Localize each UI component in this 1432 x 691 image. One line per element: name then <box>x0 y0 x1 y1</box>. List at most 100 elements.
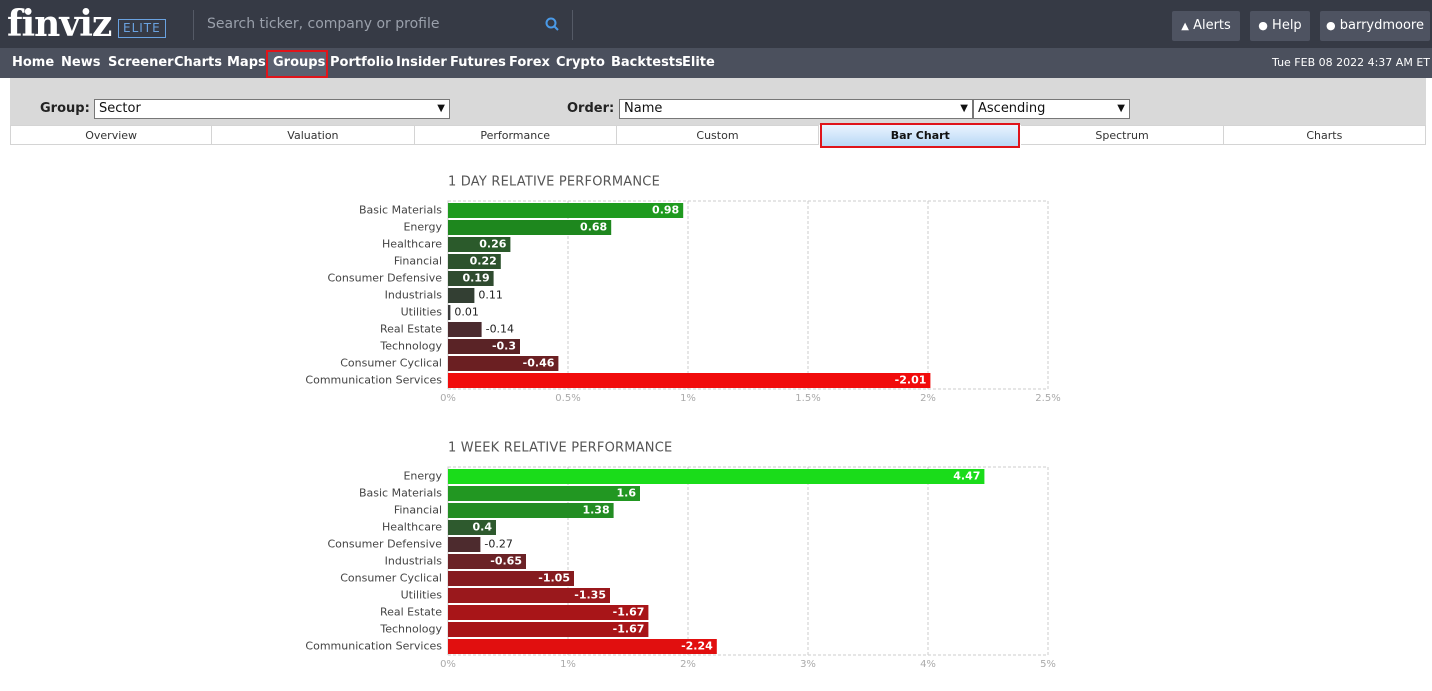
search-input[interactable]: Search ticker, company or profile <box>207 16 440 32</box>
category-label: Healthcare <box>382 238 442 251</box>
nav-item[interactable]: Crypto <box>556 55 605 70</box>
value-label: 0.19 <box>462 272 489 285</box>
category-label: Technology <box>379 623 442 636</box>
help-button[interactable]: ● Help <box>1250 11 1310 41</box>
x-tick-label: 1.5% <box>795 393 820 404</box>
category-label: Utilities <box>401 306 443 319</box>
group-label: Group: <box>40 101 90 116</box>
tab[interactable]: Spectrum <box>1021 125 1224 145</box>
user-button[interactable]: ● barrydmoore <box>1320 11 1430 41</box>
tab[interactable]: Charts <box>1223 125 1426 145</box>
value-label: -1.05 <box>538 572 570 585</box>
nav-highlight <box>266 50 328 78</box>
bar <box>448 254 501 269</box>
category-label: Energy <box>403 470 442 483</box>
category-label: Basic Materials <box>359 487 442 500</box>
x-tick-label: 0% <box>440 393 456 404</box>
category-label: Consumer Defensive <box>327 538 442 551</box>
category-label: Technology <box>379 340 442 353</box>
value-label: 4.47 <box>953 470 980 483</box>
x-tick-label: 5% <box>1040 659 1056 670</box>
button-label: Help <box>1272 18 1302 33</box>
value-label: 0.98 <box>652 204 679 217</box>
value-label: 0.26 <box>479 238 506 251</box>
alerts-button[interactable]: ▲ Alerts <box>1172 11 1240 41</box>
category-label: Industrials <box>385 289 443 302</box>
bar <box>448 339 520 354</box>
nav-item[interactable]: Groups <box>273 55 326 70</box>
value-label: -0.65 <box>490 555 522 568</box>
tab[interactable]: Custom <box>616 125 820 145</box>
category-label: Real Estate <box>380 606 442 619</box>
tab[interactable]: Valuation <box>212 125 415 145</box>
category-label: Real Estate <box>380 323 442 336</box>
nav-item[interactable]: Portfolio <box>330 55 394 70</box>
separator <box>572 10 573 40</box>
date: Tue FEB 08 2022 4:37 AM ET <box>1272 56 1430 69</box>
bar <box>448 486 640 501</box>
nav-item[interactable]: News <box>61 55 101 70</box>
x-tick-label: 2.5% <box>1035 393 1060 404</box>
button-label: Alerts <box>1193 18 1231 33</box>
bar <box>448 220 612 235</box>
bar <box>448 469 985 484</box>
x-tick-label: 2% <box>680 659 696 670</box>
nav-item[interactable]: Home <box>12 55 55 70</box>
nav-item[interactable]: Futures <box>450 55 506 70</box>
x-tick-label: 1% <box>680 393 696 404</box>
value-label: 0.01 <box>454 306 479 319</box>
value-label: -2.01 <box>895 374 927 387</box>
bar <box>448 203 684 218</box>
x-tick-label: 3% <box>800 659 816 670</box>
direction-select[interactable]: Ascending ▼ <box>973 99 1130 119</box>
order-select[interactable]: Name ▼ <box>619 99 973 119</box>
select-value: Name <box>624 101 663 116</box>
nav-item[interactable]: Screener <box>108 55 174 70</box>
category-label: Financial <box>394 255 442 268</box>
value-label: -0.3 <box>492 340 516 353</box>
nav-item[interactable]: Charts <box>174 55 222 70</box>
separator <box>193 10 194 40</box>
bar <box>448 237 511 252</box>
tab[interactable]: Performance <box>414 125 617 145</box>
value-label: 0.11 <box>478 289 503 302</box>
logo[interactable]: finviz <box>7 3 112 45</box>
bar <box>448 322 482 337</box>
search-icon[interactable] <box>545 17 559 31</box>
x-tick-label: 4% <box>920 659 936 670</box>
bar <box>448 288 475 303</box>
value-label: 0.4 <box>473 521 493 534</box>
value-label: 1.6 <box>617 487 637 500</box>
nav-item[interactable]: Maps <box>227 55 266 70</box>
order-label: Order: <box>567 101 615 116</box>
bar <box>448 639 717 654</box>
bar <box>448 520 496 535</box>
bar <box>448 271 494 286</box>
button-label: barrydmoore <box>1339 18 1424 33</box>
category-label: Consumer Cyclical <box>340 572 442 585</box>
bar <box>448 554 526 569</box>
category-label: Communication Services <box>305 374 442 387</box>
bar <box>448 356 559 371</box>
category-label: Industrials <box>385 555 443 568</box>
category-label: Financial <box>394 504 442 517</box>
category-label: Utilities <box>401 589 443 602</box>
bar <box>448 622 649 637</box>
nav-item[interactable]: Insider <box>396 55 447 70</box>
x-tick-label: 0.5% <box>555 393 580 404</box>
x-tick-label: 0% <box>440 659 456 670</box>
group-select[interactable]: Sector ▼ <box>94 99 450 119</box>
category-label: Communication Services <box>305 640 442 653</box>
category-label: Consumer Defensive <box>327 272 442 285</box>
nav-item[interactable]: Elite <box>682 55 715 70</box>
tab[interactable]: Overview <box>10 125 213 145</box>
value-label: -0.46 <box>523 357 555 370</box>
bar <box>448 605 649 620</box>
nav-item[interactable]: Backtests <box>611 55 683 70</box>
nav-item[interactable]: Forex <box>509 55 550 70</box>
tab[interactable]: Bar Chart <box>820 123 1021 148</box>
bar <box>448 305 451 320</box>
chart-title: 1 DAY RELATIVE PERFORMANCE <box>448 175 660 190</box>
value-label: -1.67 <box>613 623 645 636</box>
